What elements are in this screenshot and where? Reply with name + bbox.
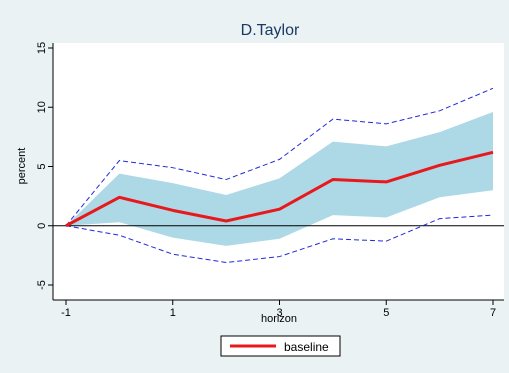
chart-title: D.Taylor [241,22,300,39]
confidence-band-outer-lower [65,214,494,263]
series-line-baseline [65,150,494,228]
legend-label-baseline: baseline [284,340,329,354]
y-tick-label: 10 [36,101,48,113]
x-tick-label: 7 [490,307,496,319]
y-axis-label: percent [16,148,28,185]
legend-box [220,335,341,357]
x-tick-label: -1 [61,307,71,319]
plot-layer: -5 0 5 10 15 -1 1 3 5 7 [36,42,504,319]
y-tick-label: 15 [36,42,48,54]
y-tick-label: -5 [36,280,48,290]
confidence-band-inner [66,111,493,246]
x-tick-label: 1 [170,307,176,319]
confidence-band-outer-upper [65,87,494,227]
x-tick-label: 5 [383,307,389,319]
x-tick-label: 3 [276,307,282,319]
y-tick-label: 5 [36,163,48,169]
x-axis-label: horizon [261,313,297,325]
y-tick-label: 0 [36,223,48,229]
